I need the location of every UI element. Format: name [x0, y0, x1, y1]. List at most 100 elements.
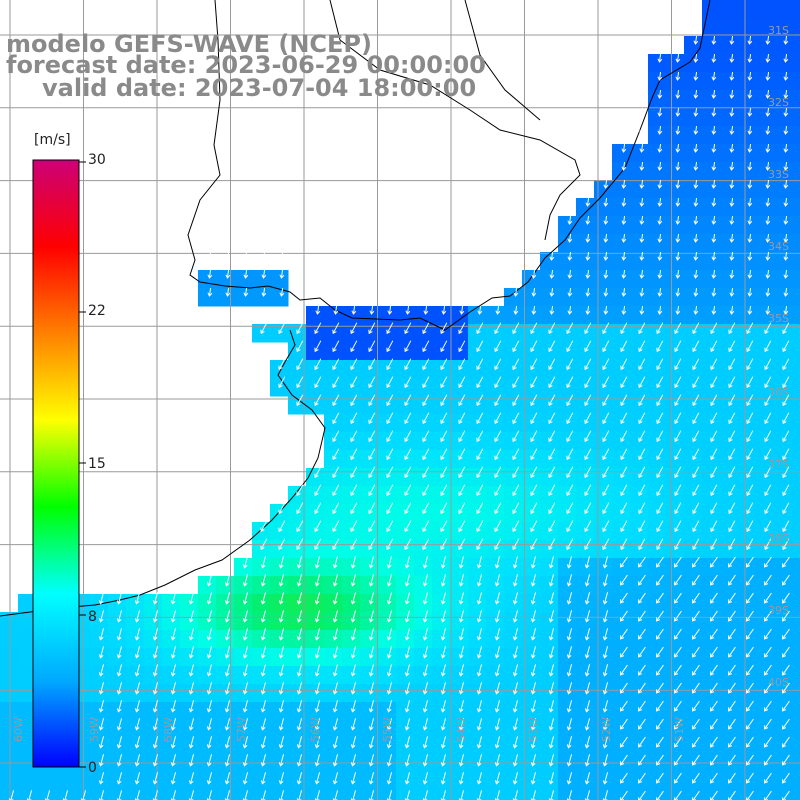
speed-cell — [684, 576, 703, 595]
wind-arrow — [494, 466, 502, 479]
wind-arrow — [783, 161, 789, 171]
speed-cell — [216, 270, 235, 289]
wind-arrow — [188, 610, 195, 623]
speed-cell — [684, 648, 703, 667]
speed-cell — [18, 630, 37, 649]
speed-cell — [756, 144, 775, 163]
wind-arrow — [116, 664, 123, 677]
speed-cell — [468, 306, 487, 325]
speed-cell — [702, 18, 721, 37]
wind-arrow — [765, 233, 771, 243]
speed-cell — [792, 396, 800, 415]
speed-cell — [468, 630, 487, 649]
wind-arrow — [566, 682, 573, 695]
wind-arrow — [296, 592, 303, 605]
speed-cell — [558, 630, 577, 649]
speed-cell — [234, 774, 253, 793]
wind-arrow — [494, 592, 501, 605]
wind-arrow — [692, 340, 700, 353]
speed-cell — [144, 792, 163, 800]
wind-arrow — [675, 53, 681, 63]
lat-label: 31S — [768, 24, 789, 37]
speed-cell — [774, 684, 793, 703]
speed-cell — [36, 774, 55, 793]
speed-cell — [738, 252, 757, 271]
wind-arrow — [350, 538, 358, 551]
speed-cell — [486, 612, 505, 631]
speed-cell — [684, 558, 703, 577]
wind-arrow — [279, 251, 285, 261]
wind-arrow — [224, 646, 231, 659]
speed-cell — [522, 666, 541, 685]
wind-arrow — [710, 628, 718, 640]
speed-cell — [648, 288, 667, 307]
speed-cell — [630, 774, 649, 793]
speed-cell — [180, 630, 199, 649]
speed-cell — [360, 558, 379, 577]
wind-arrow — [638, 538, 646, 551]
wind-arrow — [602, 394, 610, 407]
wind-arrow — [548, 718, 555, 731]
speed-cell — [576, 756, 595, 775]
speed-cell — [144, 738, 163, 757]
wind-arrow — [584, 538, 592, 551]
colorbar-tick-8: 8 — [88, 609, 97, 625]
wind-arrow — [602, 520, 610, 533]
wind-arrow — [746, 502, 754, 515]
wind-arrow — [440, 484, 448, 497]
speed-cell — [18, 702, 37, 721]
speed-cell — [396, 702, 415, 721]
wind-arrow — [692, 772, 700, 784]
speed-cell — [774, 666, 793, 685]
wind-arrow — [422, 628, 429, 641]
speed-cell — [360, 774, 379, 793]
wind-arrow — [458, 574, 465, 587]
wind-arrow — [656, 574, 664, 586]
wind-arrow — [422, 484, 430, 497]
speed-cell — [702, 576, 721, 595]
speed-cell — [702, 720, 721, 739]
speed-cell — [504, 558, 523, 577]
speed-cell — [594, 756, 613, 775]
wind-arrow — [584, 340, 592, 353]
wind-arrow — [711, 233, 717, 243]
speed-cell — [180, 702, 199, 721]
wind-arrow — [350, 592, 357, 605]
wind-arrow — [440, 538, 448, 551]
wind-arrow — [746, 592, 754, 604]
speed-cell — [414, 612, 433, 631]
wind-arrow — [566, 664, 573, 677]
wind-arrow — [368, 322, 376, 335]
speed-cell — [270, 630, 289, 649]
speed-cell — [792, 0, 800, 19]
speed-cell — [540, 792, 559, 800]
speed-cell — [432, 702, 451, 721]
wind-arrow — [747, 161, 753, 171]
wind-arrow — [638, 610, 646, 622]
wind-arrow — [422, 412, 430, 425]
speed-cell — [576, 738, 595, 757]
speed-cell — [396, 738, 415, 757]
wind-arrow — [260, 628, 267, 641]
wind-arrow — [170, 628, 177, 641]
wind-arrow — [620, 610, 628, 622]
speed-cell — [324, 720, 343, 739]
wind-arrow — [296, 376, 304, 389]
wind-arrow — [620, 790, 628, 800]
wind-arrow — [224, 592, 231, 605]
wind-arrow — [512, 646, 519, 659]
speed-cell — [684, 72, 703, 91]
wind-arrow — [530, 466, 538, 479]
speed-cell — [612, 198, 631, 217]
wind-arrow — [638, 358, 646, 371]
wind-arrow — [170, 700, 177, 713]
wind-arrow — [386, 466, 394, 479]
speed-cell — [558, 684, 577, 703]
wind-arrow — [548, 610, 555, 623]
speed-cell — [612, 558, 631, 577]
wind-arrow — [134, 628, 141, 641]
wind-arrow — [116, 718, 123, 731]
wind-arrow — [566, 772, 573, 785]
wind-arrow — [728, 484, 736, 497]
wind-arrow — [782, 358, 790, 371]
